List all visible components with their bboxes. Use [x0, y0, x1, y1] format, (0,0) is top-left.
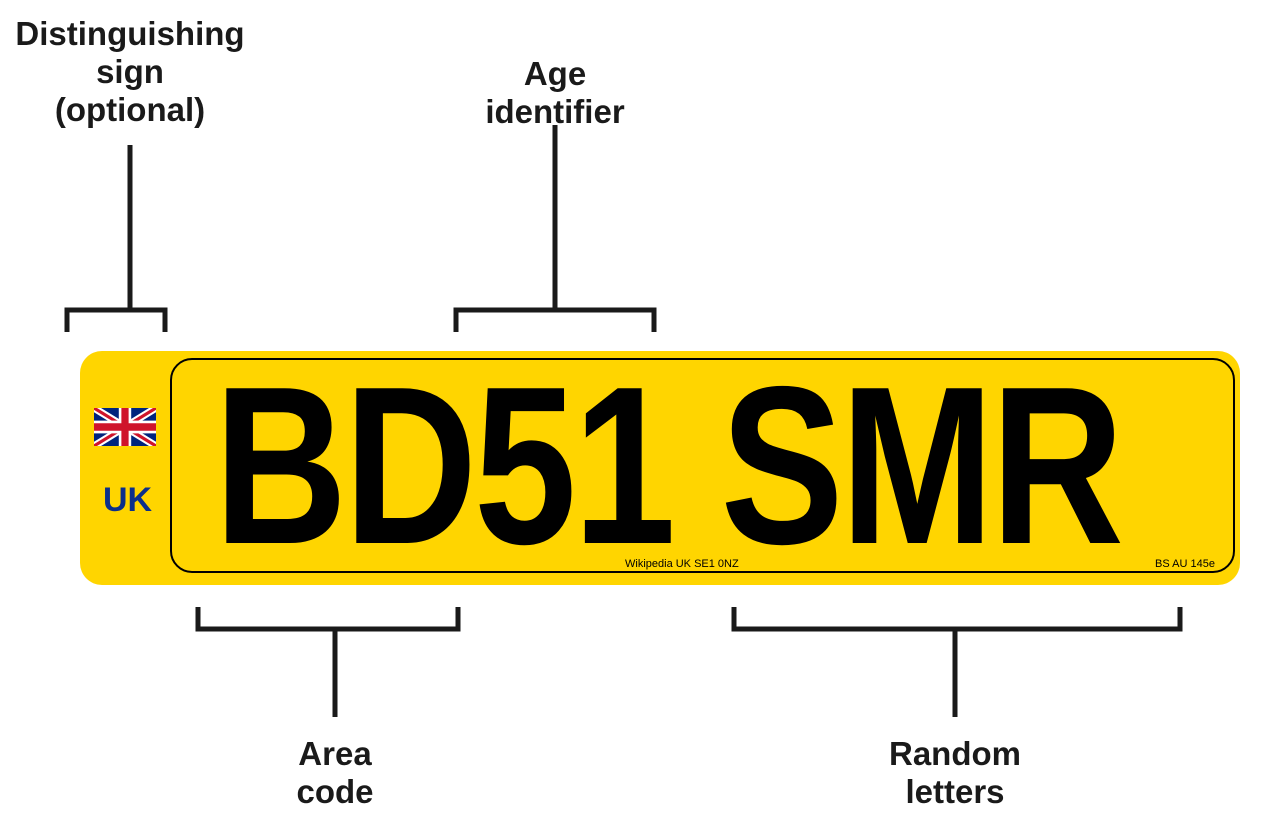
- plate-standard-text: BS AU 145e: [1155, 558, 1215, 570]
- label-area-code: Area code: [135, 735, 535, 811]
- country-code-text: UK: [103, 481, 152, 520]
- bracket-random: [729, 602, 1185, 722]
- bracket-distinguishing: [62, 140, 170, 337]
- registration-text: BD51 SMR: [214, 358, 1121, 573]
- plate-supplier-text: Wikipedia UK SE1 0NZ: [625, 558, 739, 570]
- label-distinguishing-sign: Distinguishing sign (optional): [0, 15, 330, 129]
- bracket-area: [193, 602, 463, 722]
- label-random-letters: Random letters: [755, 735, 1155, 811]
- bracket-age: [451, 120, 659, 337]
- uk-flag-icon: [94, 408, 156, 446]
